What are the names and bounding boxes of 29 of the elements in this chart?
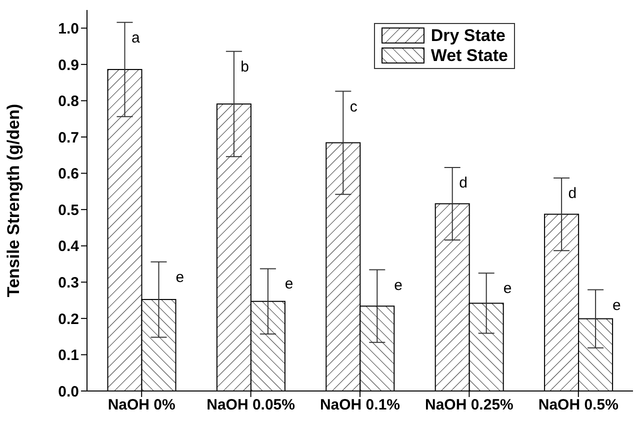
y-tick-label: 0.8 — [58, 93, 79, 110]
annotation: e — [394, 276, 402, 294]
x-tick-label: NaOH 0.25% — [425, 396, 514, 414]
annotation: e — [176, 268, 184, 286]
y-tick-label: 0.4 — [58, 238, 80, 256]
x-tick-label: NaOH 0% — [108, 396, 176, 414]
y-tick-label: 0.6 — [58, 166, 79, 183]
annotation: a — [131, 29, 140, 46]
y-tick-label: 0.9 — [58, 56, 79, 74]
annotation: b — [240, 58, 250, 76]
y-tick-label: 0.7 — [58, 129, 79, 146]
y-tick-label: 0.0 — [58, 383, 79, 400]
x-tick-label: NaOH 0.05% — [206, 396, 295, 414]
annotation: e — [612, 296, 621, 314]
y-tick-label: 0.2 — [58, 310, 79, 328]
x-tick-label: NaOH 0.5% — [538, 396, 618, 414]
y-tick-label: 1.0 — [58, 20, 79, 38]
annotation: c — [350, 98, 358, 116]
y-tick-label: 0.3 — [58, 274, 79, 292]
annotation: e — [503, 280, 512, 298]
legend-label: Dry State — [430, 26, 506, 46]
x-tick-label: NaOH 0.1% — [320, 396, 400, 414]
annotation: e — [284, 276, 294, 293]
legend-label: Wet State — [430, 46, 508, 66]
annotation: d — [568, 185, 577, 202]
y-axis-title: Tensile Strength (g/den) — [4, 104, 24, 298]
y-tick-label: 0.1 — [58, 347, 79, 364]
y-tick-label: 0.5 — [58, 202, 79, 219]
annotation: d — [459, 174, 468, 192]
